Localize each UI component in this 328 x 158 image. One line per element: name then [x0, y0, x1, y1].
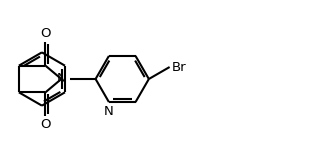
Text: Br: Br	[172, 61, 187, 73]
Text: O: O	[40, 118, 51, 131]
Text: N: N	[57, 73, 67, 85]
Text: O: O	[40, 27, 51, 40]
Text: N: N	[104, 105, 114, 118]
